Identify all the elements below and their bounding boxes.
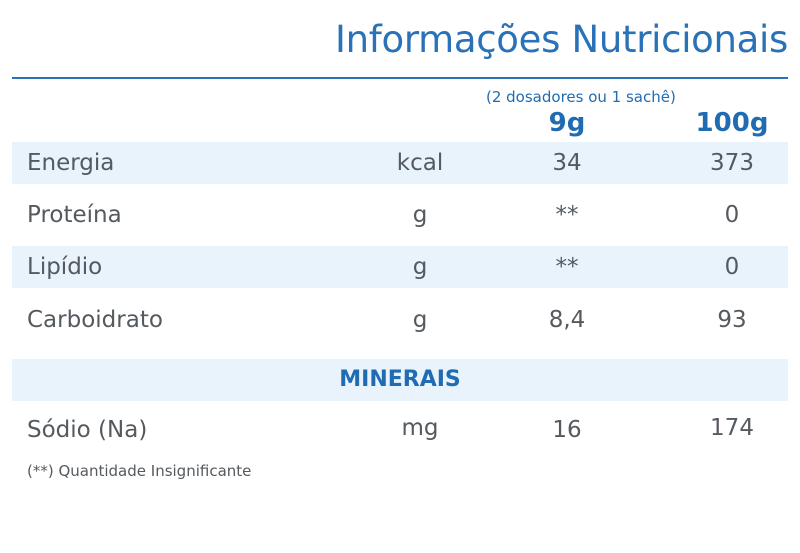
nutrient-name: Proteína	[27, 202, 122, 228]
nutrient-name: Lipídio	[27, 254, 103, 280]
nutrient-name: Carboidrato	[27, 307, 163, 333]
nutrient-unit: g	[412, 254, 428, 280]
nutrient-unit: g	[412, 202, 428, 228]
value-100g: 0	[724, 254, 740, 280]
nutrient-name: Sódio (Na)	[27, 417, 148, 443]
column-header-serving: 9g	[548, 108, 586, 138]
value-serving: **	[555, 254, 579, 280]
table-row-proteina: Proteína g ** 0	[12, 194, 788, 236]
table-row-energia: Energia kcal 34 373	[12, 142, 788, 184]
footnote: (**) Quantidade Insignificante	[27, 462, 252, 480]
value-serving: 16	[552, 417, 582, 443]
table-row-lipidio: Lipídio g ** 0	[12, 246, 788, 288]
value-100g: 0	[724, 202, 740, 228]
value-100g: 93	[717, 307, 747, 333]
serving-note: (2 dosadores ou 1 sachê)	[486, 88, 676, 106]
table-row-sodio: Sódio (Na) mg 16 174	[12, 409, 788, 451]
value-100g: 174	[710, 415, 754, 441]
section-header-minerais: MINERAIS	[12, 359, 788, 401]
value-serving: 34	[552, 150, 582, 176]
section-label: MINERAIS	[339, 367, 461, 392]
title-divider	[12, 77, 788, 79]
nutrient-unit: kcal	[396, 150, 444, 176]
nutrient-name: Energia	[27, 150, 115, 176]
value-serving: 8,4	[548, 307, 586, 333]
column-header-100g: 100g	[695, 108, 769, 138]
nutrient-unit: g	[412, 307, 428, 333]
page-title: Informações Nutricionais	[335, 18, 788, 61]
table-row-carboidrato: Carboidrato g 8,4 93	[12, 299, 788, 341]
nutrient-unit: mg	[401, 415, 439, 441]
value-serving: **	[555, 202, 579, 228]
value-100g: 373	[710, 150, 754, 176]
